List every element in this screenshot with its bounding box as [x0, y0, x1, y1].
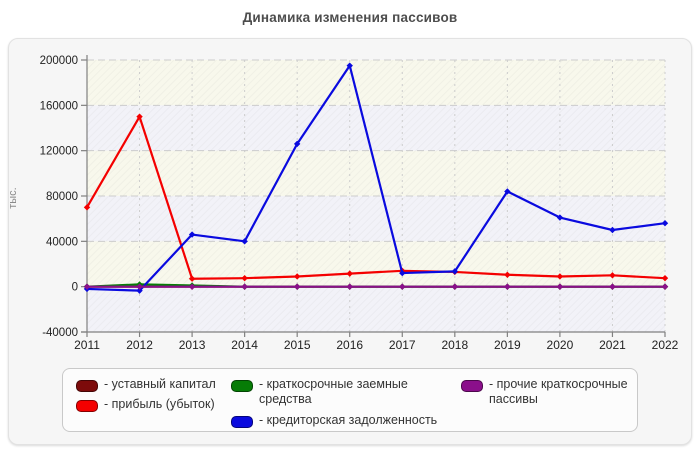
chart-legend: - уставный капитал - прибыль (убыток) - кр…	[62, 368, 638, 432]
y-tick-label: 200000	[40, 55, 78, 67]
x-tick-label: 2014	[231, 338, 258, 352]
legend-label: - кредиторская задолженность	[259, 412, 438, 427]
x-tick-label: 2012	[126, 338, 153, 352]
x-tick-label: 2013	[179, 338, 206, 352]
legend-label: - уставный капитал	[104, 377, 216, 391]
x-tick-label: 2021	[599, 338, 626, 352]
legend-label: - прибыль (убыток)	[104, 397, 215, 412]
legend-item-0: - уставный капитал	[76, 377, 224, 392]
legend-swatch-icon	[231, 380, 253, 392]
x-tick-label: 2017	[389, 338, 416, 352]
series-line-4	[83, 283, 669, 290]
legend-swatch-icon	[76, 400, 98, 413]
y-tick-label: 160000	[40, 100, 78, 112]
legend-item-4: - прочие краткосрочные пассивы	[461, 377, 631, 408]
legend-swatch-icon	[461, 380, 483, 392]
legend-item-1: - прибыль (убыток)	[76, 397, 224, 413]
legend-item-3: - кредиторская задолженность	[231, 413, 453, 428]
x-tick-label: 2018	[441, 338, 468, 352]
y-tick-label: 40000	[46, 236, 78, 248]
legend-column-0: - уставный капитал - прибыль (убыток)	[76, 377, 224, 418]
y-tick-label: 80000	[46, 191, 78, 203]
x-tick-label: 2022	[652, 338, 679, 352]
legend-swatch-icon	[76, 380, 98, 392]
y-tick-label: -40000	[42, 327, 78, 339]
legend-label: - прочие краткосрочные пассивы	[489, 377, 628, 407]
legend-column-2: - прочие краткосрочные пассивы	[461, 377, 631, 413]
x-tick-label: 2019	[494, 338, 521, 352]
x-tick-label: 2015	[284, 338, 311, 352]
x-tick-label: 2016	[336, 338, 363, 352]
x-tick-label: 2011	[74, 338, 100, 352]
legend-swatch-icon	[231, 415, 253, 428]
legend-item-2: - краткосрочные заемные средства	[231, 377, 453, 408]
y-tick-label: 0	[72, 282, 78, 294]
legend-column-1: - краткосрочные заемные средства - кредит…	[231, 377, 453, 433]
x-tick-label: 2020	[547, 338, 574, 352]
y-tick-label: 120000	[40, 146, 78, 158]
y-axis-label: тыс.	[6, 187, 19, 209]
chart-title: Динамика изменения пассивов	[242, 10, 458, 25]
legend-label: - краткосрочные заемные средства	[259, 377, 408, 407]
